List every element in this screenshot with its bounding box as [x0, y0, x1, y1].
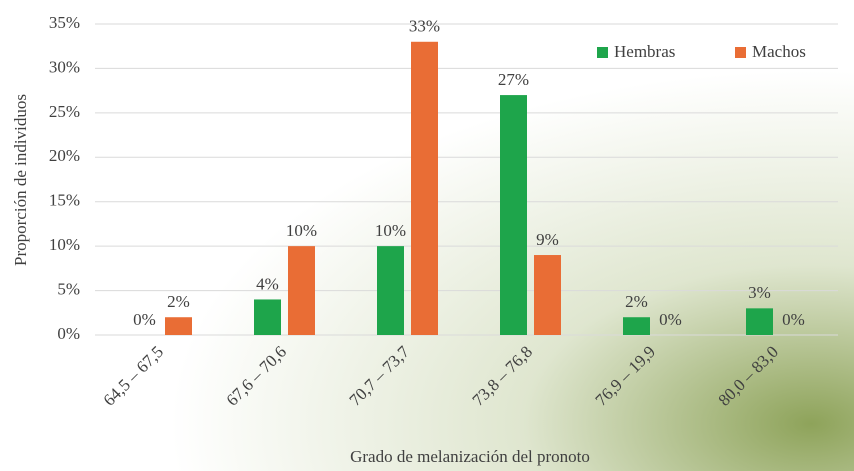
value-label: 0%	[659, 310, 682, 329]
value-label: 10%	[286, 221, 317, 240]
value-label: 3%	[748, 283, 771, 302]
y-tick-label: 5%	[57, 279, 80, 298]
bar	[254, 299, 281, 335]
y-axis-title: Proporción de individuos	[11, 94, 30, 266]
bar	[165, 317, 192, 335]
y-tick-label: 30%	[49, 57, 80, 76]
bar	[534, 255, 561, 335]
y-tick-label: 15%	[49, 191, 80, 210]
y-tick-label: 35%	[49, 13, 80, 32]
value-label: 2%	[167, 292, 190, 311]
y-tick-label: 25%	[49, 102, 80, 121]
value-label: 0%	[782, 310, 805, 329]
y-tick-label: 0%	[57, 324, 80, 343]
value-label: 0%	[133, 310, 156, 329]
x-axis-title: Grado de melanización del pronoto	[350, 447, 590, 466]
bar	[288, 246, 315, 335]
bar	[623, 317, 650, 335]
value-label: 27%	[498, 70, 529, 89]
value-label: 2%	[625, 292, 648, 311]
legend-label: Machos	[752, 42, 806, 61]
legend-label: Hembras	[614, 42, 675, 61]
legend-swatch	[597, 47, 608, 58]
value-label: 33%	[409, 17, 440, 36]
bar	[746, 308, 773, 335]
bar	[377, 246, 404, 335]
value-label: 4%	[256, 274, 279, 293]
bar	[411, 41, 438, 336]
value-label: 10%	[375, 221, 406, 240]
y-tick-label: 20%	[49, 146, 80, 165]
y-tick-label: 10%	[49, 235, 80, 254]
legend-swatch	[735, 47, 746, 58]
value-label: 9%	[536, 230, 559, 249]
bar	[500, 95, 527, 335]
